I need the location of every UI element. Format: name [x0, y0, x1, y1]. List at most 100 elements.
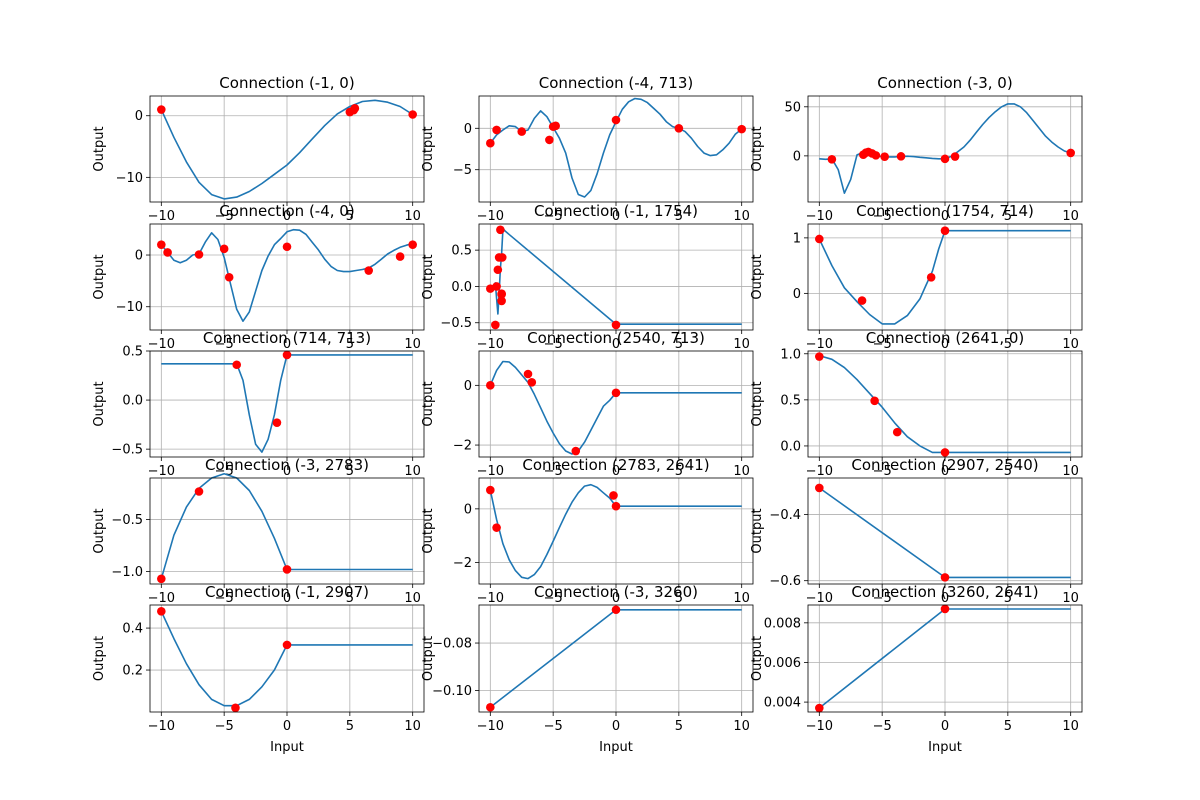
x-tick-label: −5 — [544, 591, 563, 606]
subplot-5: −10 −5 0 5 10 −0.5 0.0 0.5 Connection (-1, 1754)… — [421, 202, 754, 352]
y-tick-label: −1.0 — [111, 565, 143, 580]
x-tick-label: 10 — [1062, 209, 1079, 224]
y-axis-label: Output — [421, 636, 436, 681]
data-point — [737, 124, 746, 134]
y-axis-label: Output — [92, 254, 107, 299]
data-point — [674, 123, 684, 133]
subplot-14: −10 −5 0 5 10 −0.10 −0.08 Connection (-3, 3260)… — [421, 583, 754, 755]
data-point — [282, 242, 292, 252]
y-axis-label: Output — [92, 636, 107, 681]
subplot-title: Connection (-4, 713) — [539, 74, 693, 92]
data-point — [163, 248, 172, 257]
y-tick-label: 0 — [464, 122, 472, 137]
x-tick-label: 0 — [941, 337, 949, 352]
subplot-title: Connection (2783, 2641) — [522, 456, 709, 474]
data-point — [517, 127, 527, 136]
data-point — [486, 381, 495, 390]
x-tick-label: −10 — [477, 464, 504, 479]
data-point — [282, 565, 292, 574]
data-point — [282, 350, 292, 360]
y-tick-label: 0.5 — [122, 345, 143, 360]
y-axis-label: Output — [92, 126, 107, 171]
data-point — [857, 296, 867, 305]
x-tick-label: 5 — [346, 337, 354, 352]
data-point — [609, 491, 618, 500]
data-point — [611, 501, 621, 511]
data-point — [232, 360, 242, 370]
x-tick-label: −5 — [873, 464, 892, 479]
data-point — [527, 378, 537, 387]
x-tick-label: 5 — [675, 337, 683, 352]
data-point — [611, 605, 621, 615]
subplot-title: Connection (2641, 0) — [866, 329, 1025, 347]
y-axis-label: Output — [750, 636, 765, 681]
series-line — [818, 229, 1071, 325]
x-tick-label: −5 — [215, 719, 234, 734]
x-tick-label: −10 — [806, 209, 833, 224]
x-tick-label: −5 — [215, 209, 234, 224]
x-tick-label: 10 — [404, 591, 421, 606]
data-point — [486, 138, 495, 148]
data-point — [815, 483, 824, 493]
x-tick-label: −10 — [806, 719, 833, 734]
x-tick-label: 10 — [404, 209, 421, 224]
subplot-title: Connection (-4, 0) — [219, 202, 354, 220]
x-tick-label: 5 — [675, 464, 683, 479]
x-tick-label: −10 — [806, 464, 833, 479]
x-tick-label: 0 — [283, 337, 291, 352]
y-tick-label: −0.5 — [111, 443, 143, 458]
subplot-title: Connection (714, 713) — [203, 329, 371, 347]
y-tick-label: 1.0 — [780, 347, 801, 362]
x-tick-label: 0 — [612, 464, 620, 479]
y-tick-label: −2 — [453, 439, 472, 454]
x-tick-label: −5 — [873, 209, 892, 224]
y-axis-label: Output — [92, 381, 107, 426]
y-tick-label: 0.4 — [122, 622, 143, 637]
data-point — [940, 154, 950, 164]
data-point — [940, 604, 950, 614]
series-line — [160, 99, 414, 200]
x-tick-label: 0 — [612, 209, 620, 224]
x-tick-label: 5 — [1004, 464, 1012, 479]
y-tick-label: 0.0 — [122, 394, 143, 409]
series-line — [161, 354, 413, 453]
y-tick-label: −0.4 — [769, 508, 801, 523]
data-point — [497, 253, 507, 262]
x-tick-label: −10 — [148, 591, 175, 606]
x-tick-label: −10 — [477, 209, 504, 224]
data-point — [611, 388, 621, 398]
data-point — [486, 702, 495, 712]
y-axis-label: Output — [750, 508, 765, 553]
subplot-10: −10 −5 0 5 10 −1.0 −0.5 Connection (-3, 2783) Ou… — [92, 456, 425, 606]
y-tick-label: 50 — [784, 100, 801, 115]
x-tick-label: −10 — [806, 337, 833, 352]
y-tick-label: 0.0 — [451, 280, 472, 295]
x-axis-label: Input — [928, 740, 962, 755]
x-tick-label: −10 — [148, 337, 175, 352]
x-tick-label: 5 — [675, 719, 683, 734]
data-point — [870, 396, 879, 406]
subplot-title: Connection (-3, 3260) — [534, 583, 698, 601]
subplot-title: Connection (2540, 713) — [527, 329, 705, 347]
x-tick-label: −5 — [544, 464, 563, 479]
series-line — [489, 483, 742, 580]
x-tick-label: 5 — [1004, 719, 1012, 734]
data-point — [272, 418, 282, 427]
x-tick-label: −10 — [148, 719, 175, 734]
x-tick-label: 10 — [1062, 591, 1079, 606]
x-tick-label: −5 — [873, 591, 892, 606]
x-tick-label: 10 — [733, 591, 750, 606]
x-tick-label: 10 — [733, 337, 750, 352]
data-point — [157, 606, 166, 616]
data-point — [157, 240, 166, 249]
x-tick-label: 5 — [1004, 209, 1012, 224]
data-point — [219, 244, 229, 254]
y-tick-label: 0.0 — [780, 439, 801, 454]
x-tick-label: −5 — [544, 337, 563, 352]
data-point — [950, 152, 960, 161]
x-tick-label: 0 — [612, 719, 620, 734]
subplot-title: Connection (-1, 0) — [219, 74, 354, 92]
data-point — [408, 240, 417, 249]
data-point — [157, 574, 166, 584]
